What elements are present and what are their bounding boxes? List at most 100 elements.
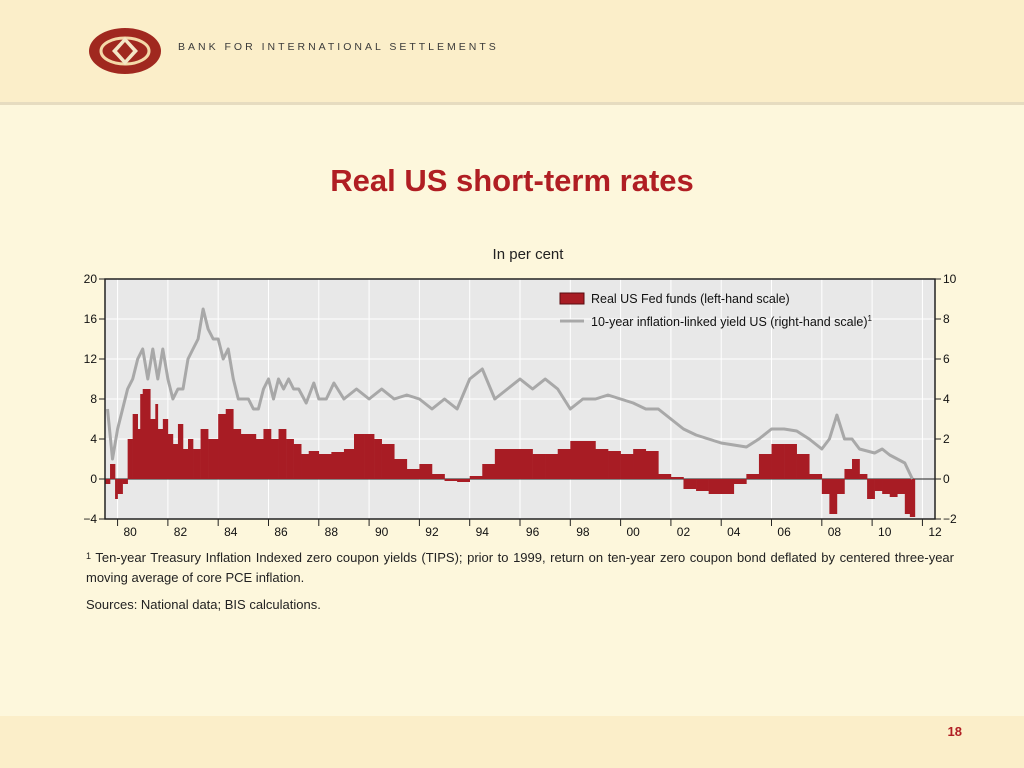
fed-funds-bar (132, 414, 138, 479)
x-tick-label: 96 (526, 525, 540, 539)
fed-funds-bar (852, 459, 860, 479)
fed-funds-bar (469, 476, 483, 479)
fed-funds-bar (354, 434, 365, 479)
fed-funds-bar (482, 464, 496, 479)
y-right-tick-label: 0 (943, 472, 950, 486)
fed-funds-bar (193, 449, 201, 479)
fed-funds-bar (829, 479, 838, 514)
fed-funds-bar (721, 479, 735, 494)
fed-funds-bar (142, 389, 151, 479)
fed-funds-bar (608, 451, 621, 479)
x-tick-label: 00 (627, 525, 641, 539)
fed-funds-bar (225, 409, 234, 479)
fed-funds-bar (406, 469, 420, 479)
fed-funds-bar (874, 479, 883, 491)
fed-funds-bar (331, 452, 345, 479)
fed-funds-bar (532, 454, 546, 479)
fed-funds-bar (595, 449, 609, 479)
x-tick-label: 10 (878, 525, 892, 539)
fed-funds-bar (784, 444, 797, 479)
fed-funds-bar (746, 474, 760, 479)
fed-funds-bar (105, 479, 111, 484)
fed-funds-bar (633, 449, 647, 479)
x-tick-label: 80 (123, 525, 137, 539)
x-tick-label: 88 (325, 525, 339, 539)
series-line-tips-yield (106, 307, 914, 480)
y-right-tick-label: 10 (943, 272, 957, 286)
fed-funds-bar (557, 449, 571, 479)
footnote: 1 Ten-year Treasury Inflation Indexed ze… (86, 548, 954, 588)
y-right-tick-label: 8 (943, 312, 950, 326)
x-tick-label: 84 (224, 525, 238, 539)
fed-funds-bar (137, 429, 141, 479)
fed-funds-bar (301, 454, 310, 479)
x-tick-label: 86 (274, 525, 288, 539)
fed-funds-bar (286, 439, 294, 479)
fed-funds-bar (115, 479, 118, 499)
x-tick-label: 92 (425, 525, 439, 539)
y-right-tick-label: 4 (943, 392, 950, 406)
fed-funds-bar (696, 479, 709, 491)
x-tick-label: 06 (777, 525, 791, 539)
fed-funds-bar (233, 429, 242, 479)
y-left-tick-label: 16 (84, 312, 98, 326)
fed-funds-bar (821, 479, 830, 494)
fed-funds-bar (308, 451, 320, 479)
fed-funds-bar (188, 439, 194, 479)
legend-label-fed-funds: Real US Fed funds (left-hand scale) (591, 292, 790, 306)
fed-funds-bar (263, 429, 272, 479)
fed-funds-bar (117, 479, 123, 494)
fed-funds-bar (150, 419, 156, 479)
y-left-tick-label: 0 (90, 472, 97, 486)
fed-funds-bar (809, 474, 823, 479)
org-name: BANK FOR INTERNATIONAL SETTLEMENTS (178, 41, 499, 53)
fed-funds-bar (255, 439, 264, 479)
fed-funds-bar (293, 444, 302, 479)
fed-funds-bar (670, 477, 684, 479)
fed-funds-bar (343, 449, 355, 479)
fed-funds-bar (904, 479, 911, 514)
bis-logo-icon (89, 28, 161, 74)
y-right-tick-label: 6 (943, 352, 950, 366)
fed-funds-bar (796, 454, 810, 479)
x-tick-label: 08 (828, 525, 842, 539)
slide-title: Real US short-term rates (330, 163, 694, 198)
fed-funds-bar (200, 429, 209, 479)
fed-funds-bar (172, 444, 179, 479)
x-tick-label: 02 (677, 525, 691, 539)
fed-funds-bar (859, 474, 868, 479)
fed-funds-bar (127, 439, 133, 479)
fed-funds-bar (457, 479, 470, 482)
fed-funds-bar (733, 479, 747, 484)
fed-funds-bar (758, 454, 772, 479)
x-tick-label: 98 (576, 525, 590, 539)
sources-note: Sources: National data; BIS calculations… (86, 597, 321, 612)
fed-funds-bar (374, 439, 382, 479)
fed-funds-bar (889, 479, 898, 497)
fed-funds-bar (507, 449, 521, 479)
fed-funds-bar (155, 404, 159, 479)
fed-funds-bar (177, 424, 184, 479)
y-left-tick-label: 8 (90, 392, 97, 406)
fed-funds-bar (771, 444, 785, 479)
x-tick-label: 94 (476, 525, 490, 539)
fed-funds-bar (545, 454, 559, 479)
fed-funds-bar (431, 474, 445, 479)
fed-funds-bar (218, 414, 227, 479)
x-tick-label: 04 (727, 525, 741, 539)
fed-funds-bar (520, 449, 533, 479)
fed-funds-bar (140, 394, 144, 479)
fed-funds-bar (708, 479, 722, 494)
fed-funds-bar (248, 434, 257, 479)
fed-funds-bar (157, 429, 164, 479)
fed-funds-bar (122, 479, 128, 484)
fed-funds-bar (278, 429, 287, 479)
chart-subtitle: In per cent (492, 246, 564, 263)
fed-funds-bar (162, 419, 169, 479)
footnote-marker: 1 (86, 551, 92, 561)
fed-funds-bar (110, 464, 116, 479)
fed-funds-bar (683, 479, 697, 489)
fed-funds-bar (494, 449, 508, 479)
fed-funds-bar (444, 479, 458, 481)
